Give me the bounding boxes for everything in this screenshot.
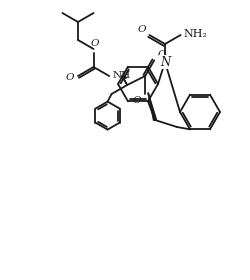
Text: O: O: [90, 39, 99, 48]
Text: NH: NH: [112, 71, 130, 80]
Text: N: N: [160, 55, 170, 69]
Text: O: O: [66, 73, 74, 81]
Polygon shape: [122, 75, 127, 85]
Text: O: O: [133, 96, 141, 105]
Text: NH₂: NH₂: [184, 29, 208, 39]
Text: O: O: [138, 25, 146, 34]
Polygon shape: [148, 93, 156, 120]
Text: O: O: [157, 50, 166, 59]
